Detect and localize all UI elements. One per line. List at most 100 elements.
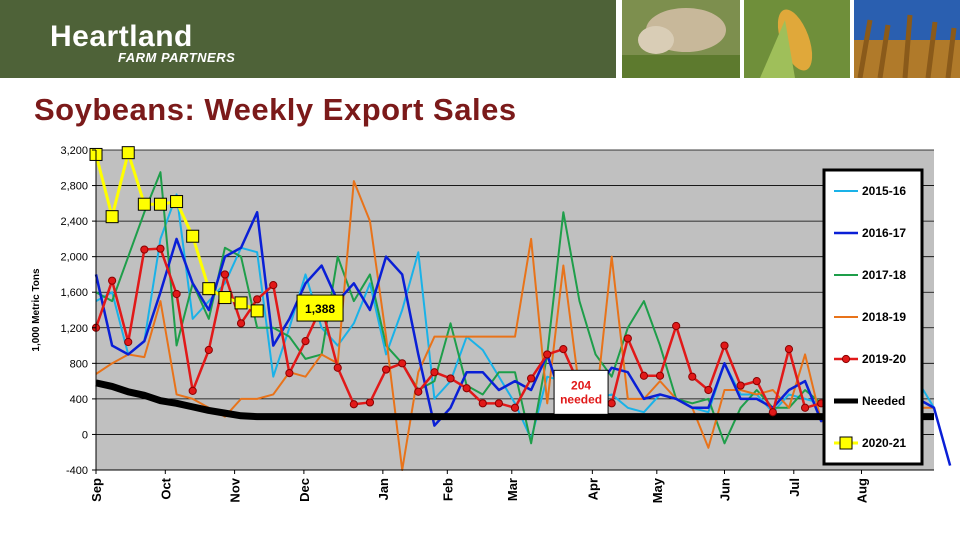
point-2019-20	[204, 345, 213, 355]
point-2019-20	[752, 377, 761, 386]
point-2019-20	[607, 399, 616, 408]
legend-label: 2017-18	[862, 268, 906, 282]
header-banner: Heartland FARM PARTNERS	[0, 0, 960, 78]
legend-label: 2016-17	[862, 226, 906, 240]
point-2019-20	[800, 403, 810, 412]
x-tick-label: Jun	[718, 478, 733, 501]
y-tick-label: 800	[70, 358, 88, 370]
point-2019-20	[446, 374, 455, 383]
point-2019-20	[220, 270, 230, 279]
point-2020-21	[105, 210, 119, 224]
y-tick-label: 1,200	[60, 323, 88, 335]
x-axis: Sep Oct Nov Dec Jan Feb Mar Apr May Jun Jul Aug	[89, 469, 934, 503]
annotations: 1,388 204 needed	[296, 294, 609, 415]
point-2019-20	[478, 399, 487, 408]
x-tick-label: May	[650, 477, 665, 503]
series-line-2015-16	[95, 193, 935, 440]
legend-marker	[841, 354, 851, 364]
point-2019-20	[510, 403, 520, 412]
annotation-box	[296, 294, 344, 322]
annotation-line: needed	[560, 392, 602, 406]
y-tick-label: 2,400	[60, 216, 88, 228]
point-2019-20	[784, 345, 794, 354]
series-line-2018-19	[95, 180, 934, 471]
point-2019-20	[156, 244, 165, 253]
y-axis: -400 0 400 800 1,200 1,600 2,000 2,400 2,800 3,20…	[60, 145, 97, 477]
series-line-2016-17	[94, 210, 952, 466]
point-2019-20	[108, 276, 117, 285]
point-2019-20	[768, 408, 777, 417]
legend-label: 2015-16	[862, 184, 906, 198]
point-2019-20	[623, 334, 632, 343]
point-2019-20	[430, 368, 439, 377]
x-tick-label: Feb	[440, 478, 455, 501]
point-2019-20	[494, 399, 503, 408]
legend-label: Needed	[862, 394, 905, 408]
point-2019-20	[398, 359, 407, 368]
annotation-line: 204	[571, 378, 591, 392]
grid-lines	[96, 149, 934, 471]
x-tick-label: Mar	[505, 478, 520, 501]
x-tick-label: Jan	[376, 478, 391, 500]
point-2019-20	[655, 371, 665, 380]
y-tick-label: -400	[66, 465, 88, 477]
annotation-label: 1,388	[305, 302, 335, 316]
x-tick-label: Apr	[585, 478, 600, 500]
point-2019-20	[381, 365, 391, 374]
point-2020-21	[186, 229, 200, 243]
point-2019-20	[527, 374, 536, 383]
legend: 2015-16 2016-17 2017-18 2018-19 2019-20 Neede…	[822, 168, 924, 466]
y-tick-label: 0	[82, 429, 88, 441]
slide-title: Soybeans: Weekly Export Sales	[34, 92, 517, 127]
brand-logo: Heartland	[50, 20, 193, 53]
point-2019-20	[720, 341, 729, 350]
point-2020-21	[170, 195, 184, 209]
point-2019-20	[172, 289, 181, 299]
series-line-Needed	[95, 379, 934, 421]
legend-label: 2020-21	[862, 436, 906, 450]
x-tick-label: Sep	[89, 478, 104, 502]
x-tick-label: Jul	[787, 478, 802, 497]
legend-label: 2018-19	[862, 310, 906, 324]
y-tick-label: 2,800	[60, 181, 88, 193]
point-2020-21	[250, 304, 264, 318]
point-2020-21	[218, 291, 232, 305]
point-2019-20	[253, 295, 262, 304]
point-2019-20	[688, 372, 697, 381]
point-2019-20	[188, 386, 197, 395]
x-tick-label: Oct	[158, 477, 173, 499]
point-2019-20	[414, 387, 423, 396]
x-tick-label: Aug	[854, 478, 869, 503]
point-2019-20	[285, 369, 294, 378]
point-2019-20	[365, 398, 375, 407]
point-2019-20	[639, 371, 649, 380]
point-2019-20	[140, 245, 149, 254]
point-2019-20	[333, 363, 342, 372]
plot-area	[96, 150, 934, 470]
point-2019-20	[672, 321, 681, 331]
y-tick-label: 3,200	[60, 145, 88, 157]
brand-tagline: FARM PARTNERS	[118, 50, 236, 65]
x-tick-label: Nov	[228, 477, 243, 502]
legend-label: 2019-20	[862, 352, 906, 366]
legend-marker	[839, 436, 853, 450]
point-2020-21	[202, 282, 216, 296]
annotation-box	[553, 369, 609, 415]
y-tick-label: 1,600	[60, 287, 88, 299]
y-tick-label: 2,000	[60, 252, 88, 264]
point-2019-20	[559, 345, 568, 354]
point-2020-21	[153, 197, 167, 211]
point-2020-21	[137, 197, 151, 211]
cattle-photo	[616, 0, 740, 78]
series-layer	[89, 146, 952, 471]
corn-photo	[740, 0, 850, 78]
soybean-field-photo	[850, 0, 960, 78]
annotation-label: 204 needed	[560, 378, 602, 406]
point-2019-20	[704, 385, 713, 395]
point-2019-20	[236, 319, 246, 328]
point-2020-21	[234, 296, 248, 310]
y-axis-title: 1,000 Metric Tons	[31, 268, 42, 352]
point-2020-21	[121, 146, 135, 160]
y-tick-label: 400	[70, 394, 88, 406]
export-sales-chart: -400 0 400 800 1,200 1,600 2,000 2,400 2,800 3,20…	[31, 145, 952, 503]
